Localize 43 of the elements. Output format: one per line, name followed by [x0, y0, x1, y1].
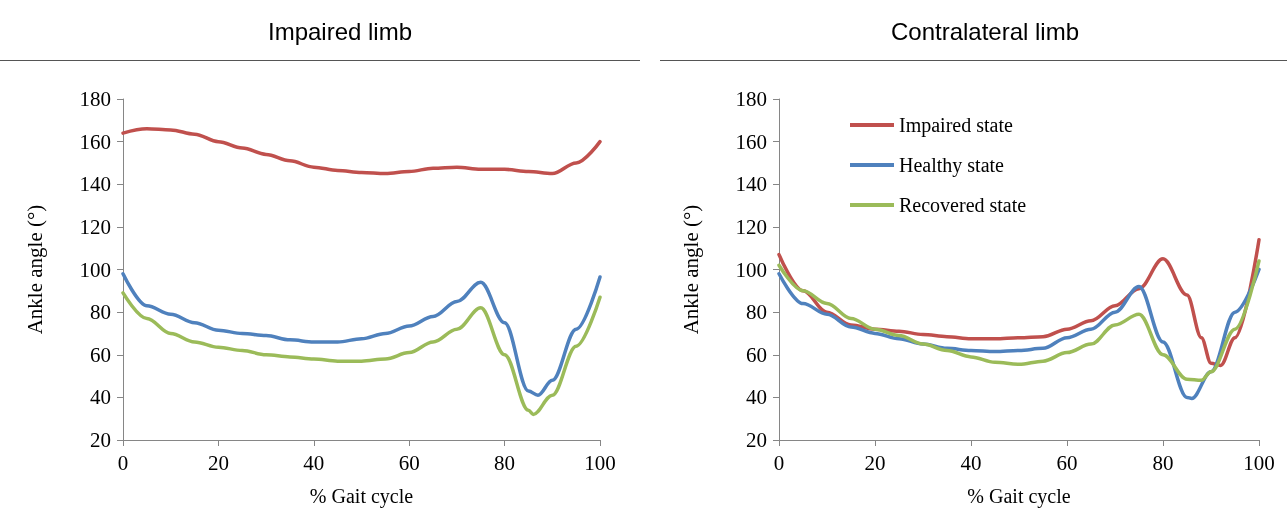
x-tick-label: 100 — [1243, 450, 1275, 475]
line-series — [121, 291, 602, 417]
x-tick-label: 60 — [1056, 450, 1078, 475]
y-tick-label: 160 — [735, 129, 767, 154]
y-tick-label: 100 — [79, 257, 111, 282]
x-axis-title: % Gait cycle — [309, 485, 414, 508]
x-tick-label: 20 — [207, 450, 229, 475]
x-tick-label: 0 — [773, 450, 785, 475]
y-tick-label: 60 — [90, 342, 111, 367]
y-tick-label: 140 — [79, 172, 111, 197]
y-axis-title: Ankle angle (°) — [22, 204, 47, 335]
y-tick-label: 180 — [735, 87, 767, 111]
y-tick-label: 20 — [90, 428, 111, 452]
x-tick-label: 0 — [117, 450, 129, 475]
line-series — [777, 259, 1261, 383]
chart-title: Impaired limb — [267, 17, 413, 45]
y-tick-label: 180 — [79, 87, 111, 111]
y-axis-title: Ankle angle (°) — [678, 204, 703, 335]
x-axis-title: % Gait cycle — [967, 485, 1071, 508]
x-tick-label: 60 — [398, 450, 420, 475]
y-tick-label: 40 — [746, 385, 767, 410]
y-tick-label: 20 — [746, 428, 767, 452]
legend-label: Healthy state — [899, 154, 1005, 177]
legend-label: Recovered state — [899, 194, 1027, 216]
y-tick-label: 40 — [90, 385, 111, 410]
line-series — [121, 272, 602, 397]
x-tick-label: 40 — [960, 450, 982, 475]
chart-title: Contralateral limb — [890, 17, 1080, 45]
y-tick-label: 160 — [79, 129, 111, 154]
x-tick-label: 40 — [303, 450, 325, 475]
x-tick-label: 20 — [864, 450, 886, 475]
x-tick-label: 100 — [584, 450, 616, 475]
legend-label: Impaired state — [899, 114, 1013, 137]
line-series — [121, 127, 602, 176]
x-tick-label: 80 — [494, 450, 516, 475]
y-tick-label: 100 — [735, 257, 767, 282]
y-tick-label: 60 — [746, 342, 767, 367]
y-tick-label: 120 — [735, 214, 767, 239]
x-tick-label: 80 — [1152, 450, 1174, 475]
y-tick-label: 80 — [746, 300, 767, 325]
y-tick-label: 80 — [90, 300, 111, 325]
y-tick-label: 140 — [735, 172, 767, 197]
y-tick-label: 120 — [79, 214, 111, 239]
